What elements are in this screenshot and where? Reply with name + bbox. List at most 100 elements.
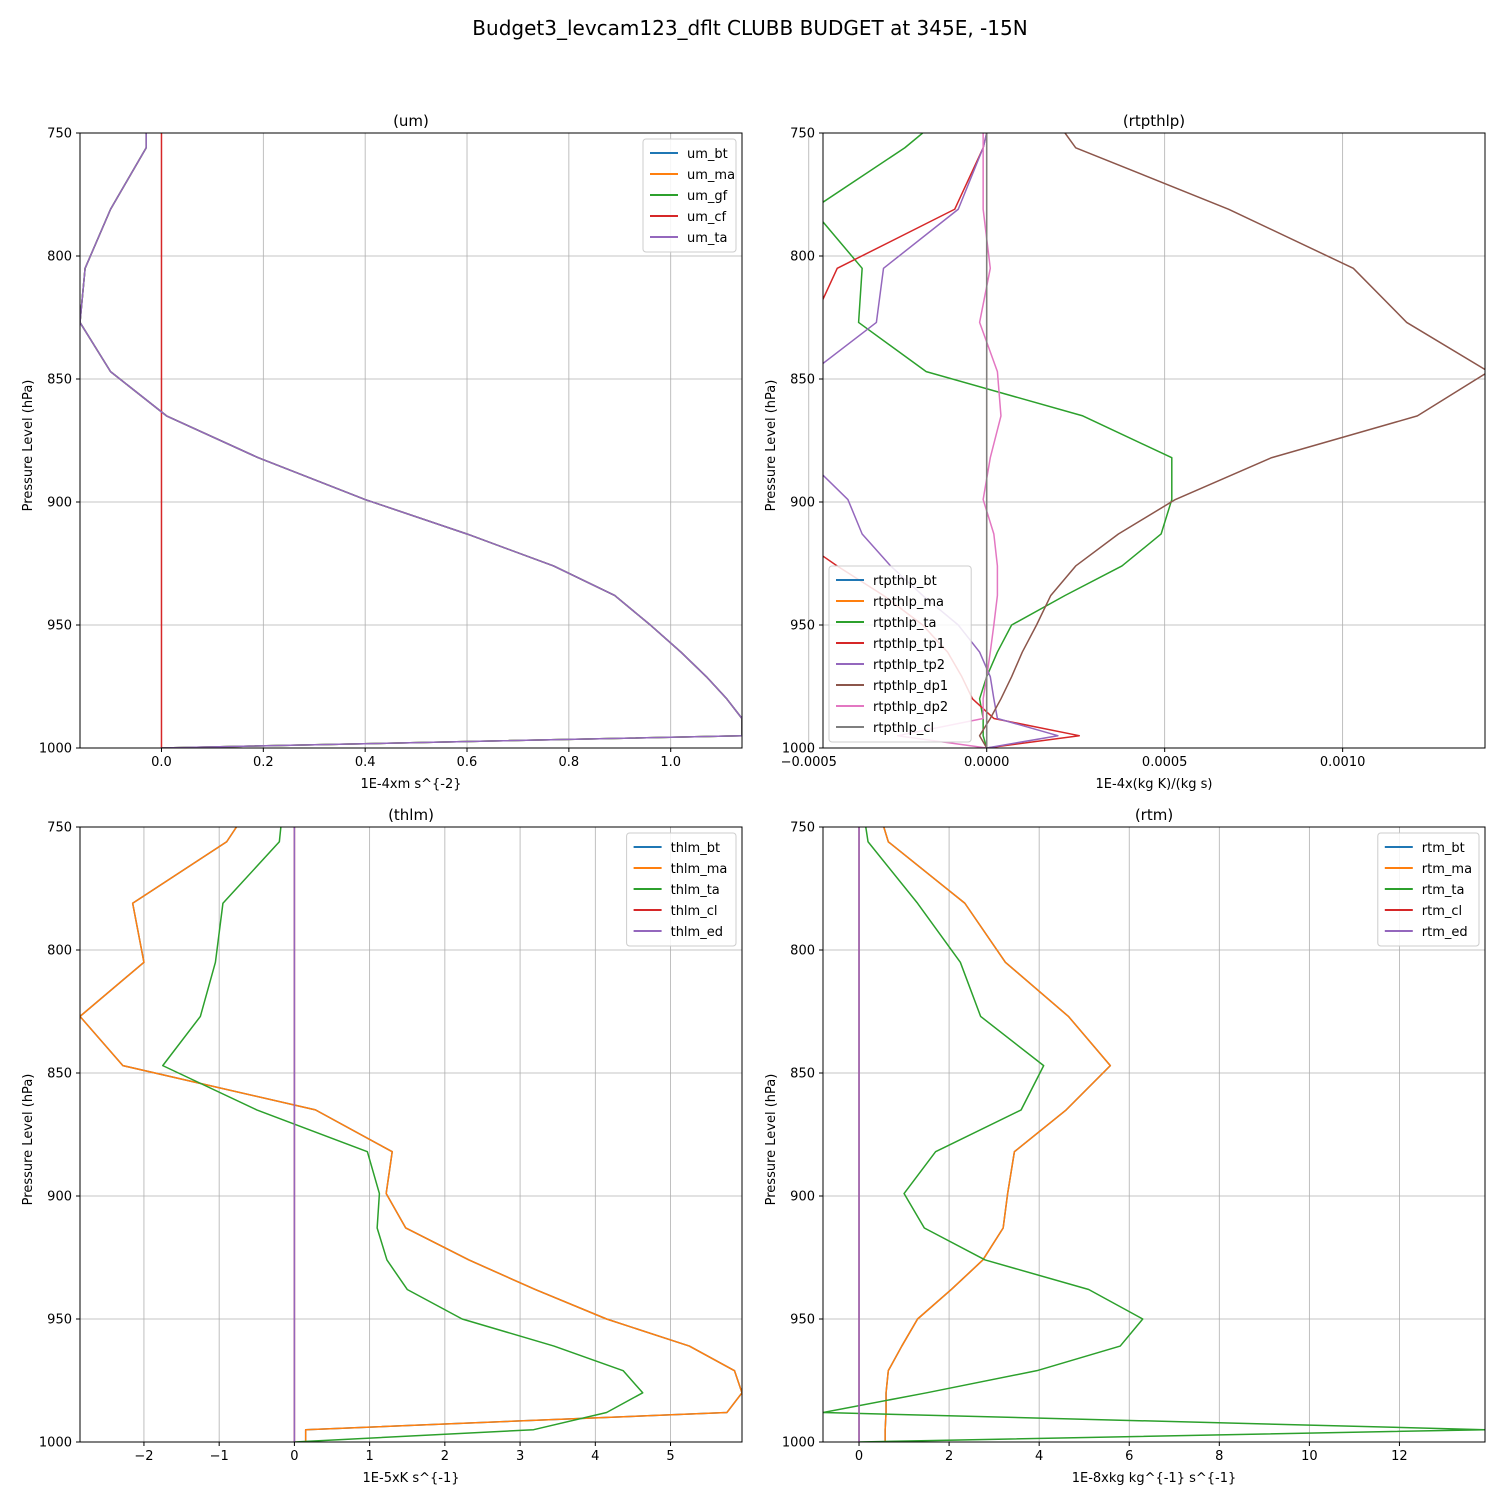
y-tick-label: 1000 <box>39 1436 72 1451</box>
legend-label: thlm_ed <box>671 925 723 940</box>
legend-label: thlm_cl <box>671 904 718 919</box>
x-tick-label: −1 <box>210 1449 229 1464</box>
series-line-rtm_ta <box>823 827 1485 1442</box>
x-tick-label: 0.0010 <box>1320 755 1366 770</box>
x-tick-label: 2 <box>441 1449 449 1464</box>
legend-label: rtpthlp_tp1 <box>873 637 945 652</box>
legend: rtm_bt rtm_ma rtm_ta rtm_cl rtm_ed <box>1377 832 1480 947</box>
chart-title: (thlm) <box>388 806 434 824</box>
x-tick-label: 3 <box>516 1449 524 1464</box>
legend-label: rtpthlp_ma <box>873 595 944 610</box>
series-line-rtpthlp_ta <box>823 133 1173 748</box>
chart-panel-um: 0.0 0.2 0.4 0.6 0.8 1.0 750 800 850 900 950 1000 (um… <box>21 112 743 792</box>
chart-panel-rtpthlp: −0.0005 0.0000 0.0005 0.0010 750 800 850 900 950… <box>764 112 1486 792</box>
y-tick-label: 900 <box>790 496 815 511</box>
series-group <box>80 133 742 748</box>
y-tick-label: 900 <box>47 1190 72 1205</box>
legend-label: rtm_ed <box>1422 925 1468 940</box>
legend-label: rtpthlp_ta <box>873 616 936 631</box>
legend-label: rtpthlp_dp1 <box>873 679 948 694</box>
y-tick-label: 800 <box>790 250 815 265</box>
series-line-rtm_bt <box>883 827 1112 1442</box>
y-tick-label: 750 <box>790 127 815 142</box>
x-tick-label: 12 <box>1391 1449 1408 1464</box>
y-tick-label: 800 <box>47 944 72 959</box>
x-tick-label: 1.0 <box>660 755 681 770</box>
x-tick-label: 0 <box>855 1449 863 1464</box>
x-tick-label: 0 <box>290 1449 298 1464</box>
legend-label: thlm_ma <box>671 862 728 877</box>
chart-panel-thlm: −2 −1 0 1 2 3 4 5 750 800 850 900 950 1000 (thlm) 1E-5x… <box>21 806 743 1486</box>
x-tick-label: 10 <box>1301 1449 1318 1464</box>
legend-box <box>642 138 737 253</box>
series-group <box>80 827 742 1442</box>
x-tick-label: −2 <box>134 1449 153 1464</box>
y-tick-label: 850 <box>47 373 72 388</box>
y-tick-label: 1000 <box>782 742 815 757</box>
y-tick-label: 950 <box>790 619 815 634</box>
x-tick-label: 0.0000 <box>964 755 1010 770</box>
x-tick-label: 8 <box>1215 1449 1223 1464</box>
series-line-rtpthlp_dp1 <box>978 133 1485 748</box>
x-tick-label: 0.4 <box>355 755 376 770</box>
legend-label: um_ma <box>687 168 735 183</box>
legend-label: rtm_ta <box>1422 883 1465 898</box>
series-line-thlm_ma <box>80 827 742 1442</box>
legend-label: rtm_ma <box>1422 862 1472 877</box>
legend-box <box>828 565 972 743</box>
series-group <box>823 827 1485 1442</box>
y-tick-label: 1000 <box>39 742 72 757</box>
legend: rtpthlp_bt rtpthlp_ma rtpthlp_ta rtpthlp_tp… <box>828 565 972 743</box>
y-axis-label: Pressure Level (hPa) <box>21 1074 36 1206</box>
legend-box <box>626 832 737 947</box>
y-tick-label: 850 <box>790 1067 815 1082</box>
axes-frame <box>79 826 743 1443</box>
y-tick-label: 750 <box>47 821 72 836</box>
series-line-thlm_ta <box>162 827 644 1442</box>
y-tick-label: 900 <box>47 496 72 511</box>
x-tick-label: 0.6 <box>457 755 478 770</box>
y-tick-label: 950 <box>47 619 72 634</box>
x-tick-label: −0.0005 <box>781 755 837 770</box>
legend-label: rtm_bt <box>1422 841 1465 856</box>
y-tick-label: 850 <box>790 373 815 388</box>
axes-frame <box>822 132 1486 749</box>
y-tick-label: 800 <box>47 250 72 265</box>
y-tick-label: 950 <box>790 1313 815 1328</box>
y-tick-label: 800 <box>790 944 815 959</box>
chart-panel-rtm: 0 2 4 6 8 10 12 750 800 850 900 950 1000 (rtm) 1E-8xkg… <box>764 806 1486 1486</box>
series-line-rtpthlp_tp1 <box>823 133 1081 748</box>
x-tick-label: 5 <box>666 1449 674 1464</box>
chart-title: (rtm) <box>1135 806 1173 824</box>
chart-title: (rtpthlp) <box>1123 112 1185 130</box>
legend-label: rtpthlp_tp2 <box>873 658 945 673</box>
legend-label: um_gf <box>687 189 728 204</box>
x-tick-label: 0.8 <box>559 755 580 770</box>
x-axis-label: 1E-5xK s^{-1} <box>363 1471 460 1486</box>
x-tick-label: 6 <box>1125 1449 1133 1464</box>
series-line-um_ta <box>80 133 742 748</box>
series-group <box>823 133 1485 748</box>
x-axis-label: 1E-8xkg kg^{-1} s^{-1} <box>1072 1471 1237 1486</box>
legend-label: rtpthlp_cl <box>873 721 934 736</box>
y-tick-label: 1000 <box>782 1436 815 1451</box>
x-tick-label: 1 <box>365 1449 373 1464</box>
legend: thlm_bt thlm_ma thlm_ta thlm_cl thlm_ed <box>626 832 737 947</box>
x-tick-label: 4 <box>591 1449 599 1464</box>
legend-box <box>1377 832 1480 947</box>
y-axis-label: Pressure Level (hPa) <box>764 380 779 512</box>
legend-label: um_cf <box>687 210 727 225</box>
series-line-rtm_ma <box>883 827 1112 1442</box>
x-tick-label: 0.2 <box>253 755 274 770</box>
axes-frame <box>79 132 743 749</box>
legend-label: rtpthlp_bt <box>873 574 937 589</box>
axes-frame <box>822 826 1486 1443</box>
x-tick-label: 0.0005 <box>1142 755 1188 770</box>
x-tick-label: 2 <box>945 1449 953 1464</box>
legend-label: rtm_cl <box>1422 904 1462 919</box>
x-axis-label: 1E-4x(kg K)/(kg s) <box>1096 777 1213 792</box>
series-line-rtpthlp_tp2 <box>823 133 1059 748</box>
legend-label: um_ta <box>687 231 727 246</box>
x-tick-label: 0.0 <box>151 755 172 770</box>
